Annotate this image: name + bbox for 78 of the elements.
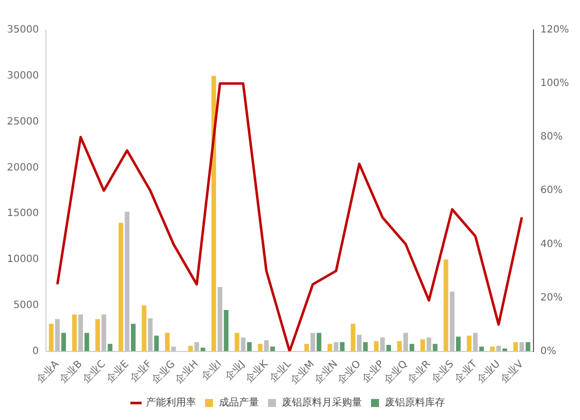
bar	[479, 346, 484, 352]
bar	[165, 332, 170, 352]
bar	[218, 287, 222, 352]
x-tick-label: 企业J	[222, 358, 248, 383]
bar	[456, 336, 461, 352]
bar	[61, 332, 66, 352]
bar	[304, 344, 309, 352]
bar	[188, 346, 193, 352]
bar	[84, 332, 90, 352]
bar	[270, 346, 275, 352]
bar	[450, 292, 454, 352]
bar	[316, 332, 322, 352]
bar	[334, 342, 338, 352]
bar	[473, 332, 478, 352]
bar	[356, 334, 362, 352]
bar	[102, 314, 106, 352]
y-tick-label: 35000	[7, 24, 39, 36]
bar	[374, 341, 379, 352]
y-tick-label: 10000	[7, 254, 39, 266]
bar	[310, 332, 316, 352]
bar	[48, 324, 54, 352]
y2-tick-label: 0%	[540, 346, 556, 357]
y-tick-label: 5000	[13, 300, 39, 311]
bar	[78, 314, 83, 352]
bar	[432, 344, 438, 352]
y2-tick-label: 20%	[540, 292, 563, 304]
bar	[130, 324, 136, 352]
y2-tick-label: 80%	[540, 132, 563, 143]
y2-tick-label: 120%	[540, 24, 570, 36]
y-tick-label: 15000	[7, 208, 39, 220]
legend-label: 废铝原料月采购量	[282, 396, 362, 409]
bar	[426, 338, 432, 352]
y-tick-label: 30000	[7, 70, 39, 82]
bar	[490, 346, 495, 352]
bar	[403, 332, 408, 352]
bar	[171, 346, 176, 352]
bar	[224, 310, 228, 352]
bar	[240, 338, 246, 352]
y2-tick-label: 60%	[540, 185, 563, 196]
y-tick-label: 20000	[7, 162, 39, 174]
bar	[154, 336, 159, 352]
bar	[519, 342, 524, 352]
bar	[55, 319, 60, 352]
bar	[386, 344, 391, 352]
bar	[234, 332, 240, 352]
bar	[142, 305, 146, 352]
bar	[420, 339, 426, 352]
bar	[194, 342, 200, 352]
bar	[444, 259, 448, 352]
y-tick-label: 0	[32, 346, 39, 357]
bar	[108, 344, 112, 352]
bar	[410, 344, 414, 352]
y-tick-label: 25000	[7, 116, 39, 128]
bar	[397, 341, 402, 352]
bar	[72, 314, 77, 352]
bar	[200, 348, 206, 352]
legend-label: 产能利用率	[146, 396, 196, 409]
bar	[247, 342, 252, 352]
bar	[363, 342, 368, 352]
bar	[466, 336, 472, 352]
bar	[148, 318, 153, 352]
bar	[258, 344, 263, 352]
bar	[118, 222, 124, 352]
x-tick-label: 企业I	[199, 358, 224, 383]
bar	[526, 342, 530, 352]
x-tick-label: 企业N	[312, 358, 340, 386]
y2-tick-label: 40%	[540, 238, 563, 250]
bar	[513, 342, 518, 352]
bar	[380, 338, 385, 352]
bar	[350, 324, 356, 352]
legend-label: 成品产量	[219, 396, 259, 409]
y2-tick-label: 100%	[540, 78, 570, 90]
bar	[328, 344, 332, 352]
legend-label: 废铝原料库存	[385, 396, 445, 409]
bar	[264, 340, 269, 352]
bar	[340, 342, 345, 352]
bar	[95, 319, 100, 352]
bar	[124, 212, 130, 352]
